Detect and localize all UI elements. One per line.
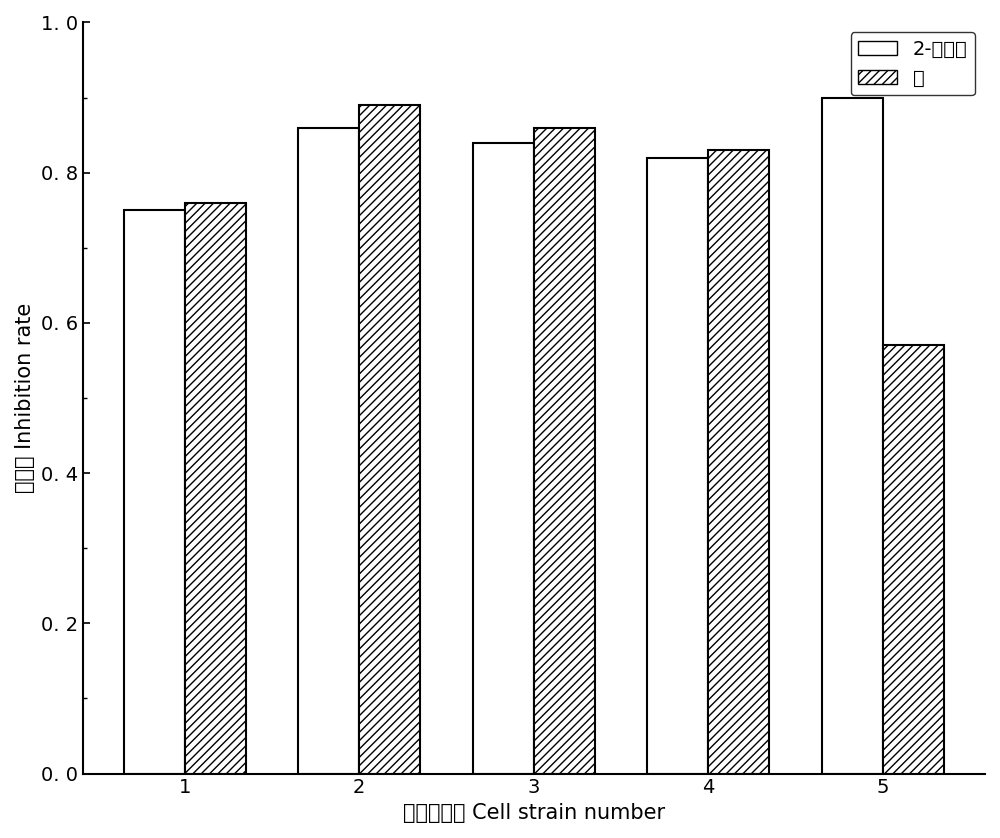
Bar <box>534 127 595 773</box>
Bar <box>124 210 185 773</box>
Bar <box>647 158 708 773</box>
Y-axis label: 抑制率 Inhibition rate: 抑制率 Inhibition rate <box>15 303 35 494</box>
Bar <box>708 150 769 773</box>
Bar <box>473 142 534 773</box>
Bar <box>359 105 420 773</box>
X-axis label: 细胞株编号 Cell strain number: 细胞株编号 Cell strain number <box>403 803 665 823</box>
Bar <box>298 127 359 773</box>
Bar <box>822 97 883 773</box>
Bar <box>185 203 246 773</box>
Legend: 2-萊丁酸, 萊: 2-萊丁酸, 萊 <box>851 32 975 96</box>
Bar <box>883 345 944 773</box>
